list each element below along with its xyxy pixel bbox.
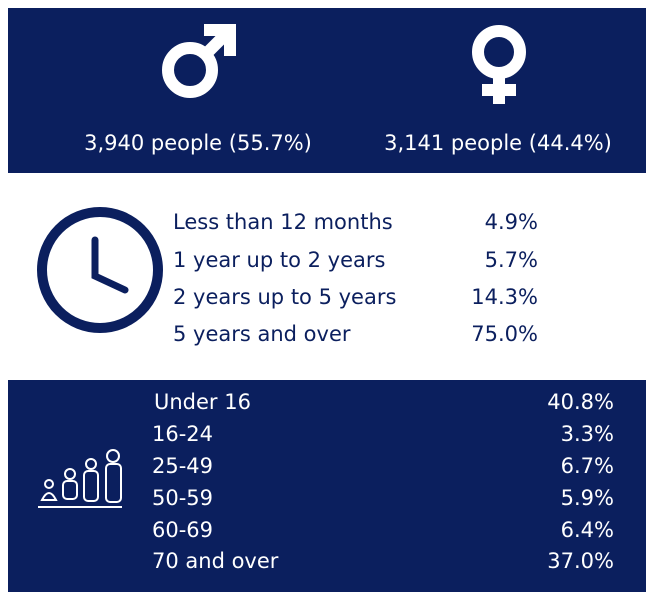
duration-value: 4.9%	[484, 210, 538, 234]
gender-count: 3,141 people (44.4%)	[384, 131, 612, 155]
duration-label: 2 years up to 5 years	[173, 285, 397, 309]
duration-value: 5.7%	[484, 248, 538, 272]
age-label: 25-49	[152, 454, 214, 478]
male-icon	[162, 24, 236, 98]
age-value: 5.9%	[560, 486, 614, 510]
clock-icon	[37, 207, 163, 333]
age-label: 50-59	[152, 486, 214, 510]
age-value: 3.3%	[560, 422, 614, 446]
age-panel	[8, 380, 646, 592]
people-icon	[38, 449, 122, 508]
age-label: Under 16	[154, 390, 251, 414]
age-label: 70 and over	[152, 549, 279, 573]
duration-label: Less than 12 months	[173, 210, 393, 234]
duration-value: 14.3%	[471, 285, 538, 309]
age-value: 6.4%	[560, 518, 614, 542]
female-icon	[472, 25, 526, 104]
age-label: 16-24	[152, 422, 214, 446]
age-value: 37.0%	[547, 549, 614, 573]
gender-count: 3,940 people (55.7%)	[84, 131, 312, 155]
age-value: 40.8%	[547, 390, 614, 414]
gender-panel	[8, 8, 646, 173]
age-value: 6.7%	[560, 454, 614, 478]
age-label: 60-69	[152, 518, 214, 542]
duration-label: 5 years and over	[173, 322, 351, 346]
duration-label: 1 year up to 2 years	[173, 248, 386, 272]
duration-value: 75.0%	[471, 322, 538, 346]
